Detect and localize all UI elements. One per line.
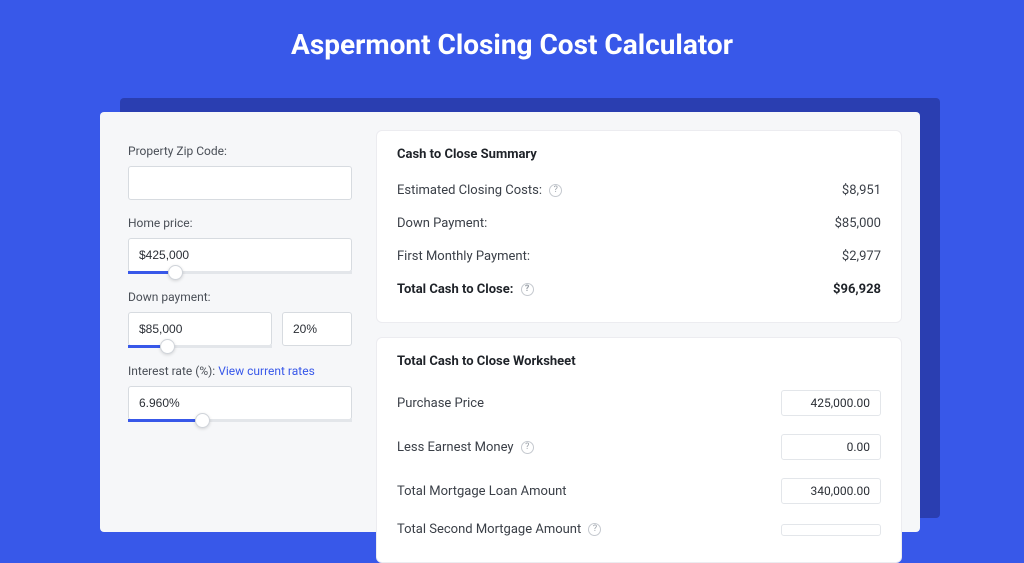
label-text: Total Second Mortgage Amount <box>397 522 581 537</box>
zip-input[interactable] <box>128 166 352 200</box>
row-label: Total Cash to Close: ? <box>397 282 534 297</box>
home-price-input[interactable] <box>128 238 352 272</box>
interest-label: Interest rate (%): View current rates <box>128 364 352 378</box>
row-value: $2,977 <box>842 249 881 264</box>
summary-row-closing-costs: Estimated Closing Costs: ? $8,951 <box>397 174 881 207</box>
zip-label: Property Zip Code: <box>128 144 352 158</box>
slider-thumb[interactable] <box>195 413 210 428</box>
row-label: Total Mortgage Loan Amount <box>397 484 567 499</box>
row-label: First Monthly Payment: <box>397 249 530 264</box>
slider-fill <box>128 345 160 348</box>
row-value-box[interactable]: 425,000.00 <box>781 390 881 416</box>
worksheet-title: Total Cash to Close Worksheet <box>397 354 881 369</box>
slider-track <box>128 271 352 274</box>
worksheet-row-mortgage-loan: Total Mortgage Loan Amount 340,000.00 <box>397 469 881 513</box>
row-label: Less Earnest Money ? <box>397 440 534 455</box>
view-rates-link[interactable]: View current rates <box>218 364 315 378</box>
summary-row-total: Total Cash to Close: ? $96,928 <box>397 273 881 306</box>
worksheet-panel: Total Cash to Close Worksheet Purchase P… <box>376 337 902 563</box>
row-value: $8,951 <box>842 183 881 198</box>
interest-slider[interactable] <box>128 386 352 422</box>
down-payment-input[interactable] <box>128 312 272 346</box>
slider-track <box>128 419 352 422</box>
down-payment-slider[interactable] <box>128 312 272 348</box>
worksheet-row-second-mortgage: Total Second Mortgage Amount ? <box>397 513 881 546</box>
label-text: Estimated Closing Costs: <box>397 183 542 198</box>
slider-fill <box>128 419 195 422</box>
slider-fill <box>128 271 168 274</box>
slider-track <box>128 345 272 348</box>
row-value-box[interactable]: 340,000.00 <box>781 478 881 504</box>
slider-thumb[interactable] <box>168 265 183 280</box>
row-label: Down Payment: <box>397 216 487 231</box>
results-column: Cash to Close Summary Estimated Closing … <box>376 130 902 514</box>
worksheet-row-purchase-price: Purchase Price 425,000.00 <box>397 381 881 425</box>
summary-panel: Cash to Close Summary Estimated Closing … <box>376 130 902 323</box>
down-payment-label: Down payment: <box>128 290 352 304</box>
interest-input[interactable] <box>128 386 352 420</box>
row-value: $96,928 <box>833 282 881 297</box>
summary-title: Cash to Close Summary <box>397 147 881 162</box>
home-price-slider[interactable] <box>128 238 352 274</box>
worksheet-row-earnest-money: Less Earnest Money ? 0.00 <box>397 425 881 469</box>
page-title: Aspermont Closing Cost Calculator <box>0 0 1024 83</box>
row-value-box[interactable] <box>781 524 881 536</box>
help-icon[interactable]: ? <box>521 441 534 454</box>
row-value-box[interactable]: 0.00 <box>781 434 881 460</box>
help-icon[interactable]: ? <box>549 184 562 197</box>
down-payment-pct-input[interactable] <box>282 312 352 346</box>
down-payment-field: Down payment: <box>128 290 352 348</box>
slider-thumb[interactable] <box>160 339 175 354</box>
summary-row-first-payment: First Monthly Payment: $2,977 <box>397 240 881 273</box>
label-text: Less Earnest Money <box>397 440 514 455</box>
help-icon[interactable]: ? <box>588 523 601 536</box>
help-icon[interactable]: ? <box>521 283 534 296</box>
label-text: Total Cash to Close: <box>397 282 513 297</box>
zip-field: Property Zip Code: <box>128 144 352 200</box>
row-label: Total Second Mortgage Amount ? <box>397 522 601 537</box>
calculator-card: Property Zip Code: Home price: Down paym… <box>100 112 920 532</box>
row-value: $85,000 <box>835 216 881 231</box>
interest-label-text: Interest rate (%): <box>128 364 215 378</box>
home-price-label: Home price: <box>128 216 352 230</box>
row-label: Purchase Price <box>397 396 484 411</box>
home-price-field: Home price: <box>128 216 352 274</box>
row-label: Estimated Closing Costs: ? <box>397 183 562 198</box>
summary-row-down-payment: Down Payment: $85,000 <box>397 207 881 240</box>
inputs-column: Property Zip Code: Home price: Down paym… <box>118 130 358 514</box>
interest-field: Interest rate (%): View current rates <box>128 364 352 422</box>
